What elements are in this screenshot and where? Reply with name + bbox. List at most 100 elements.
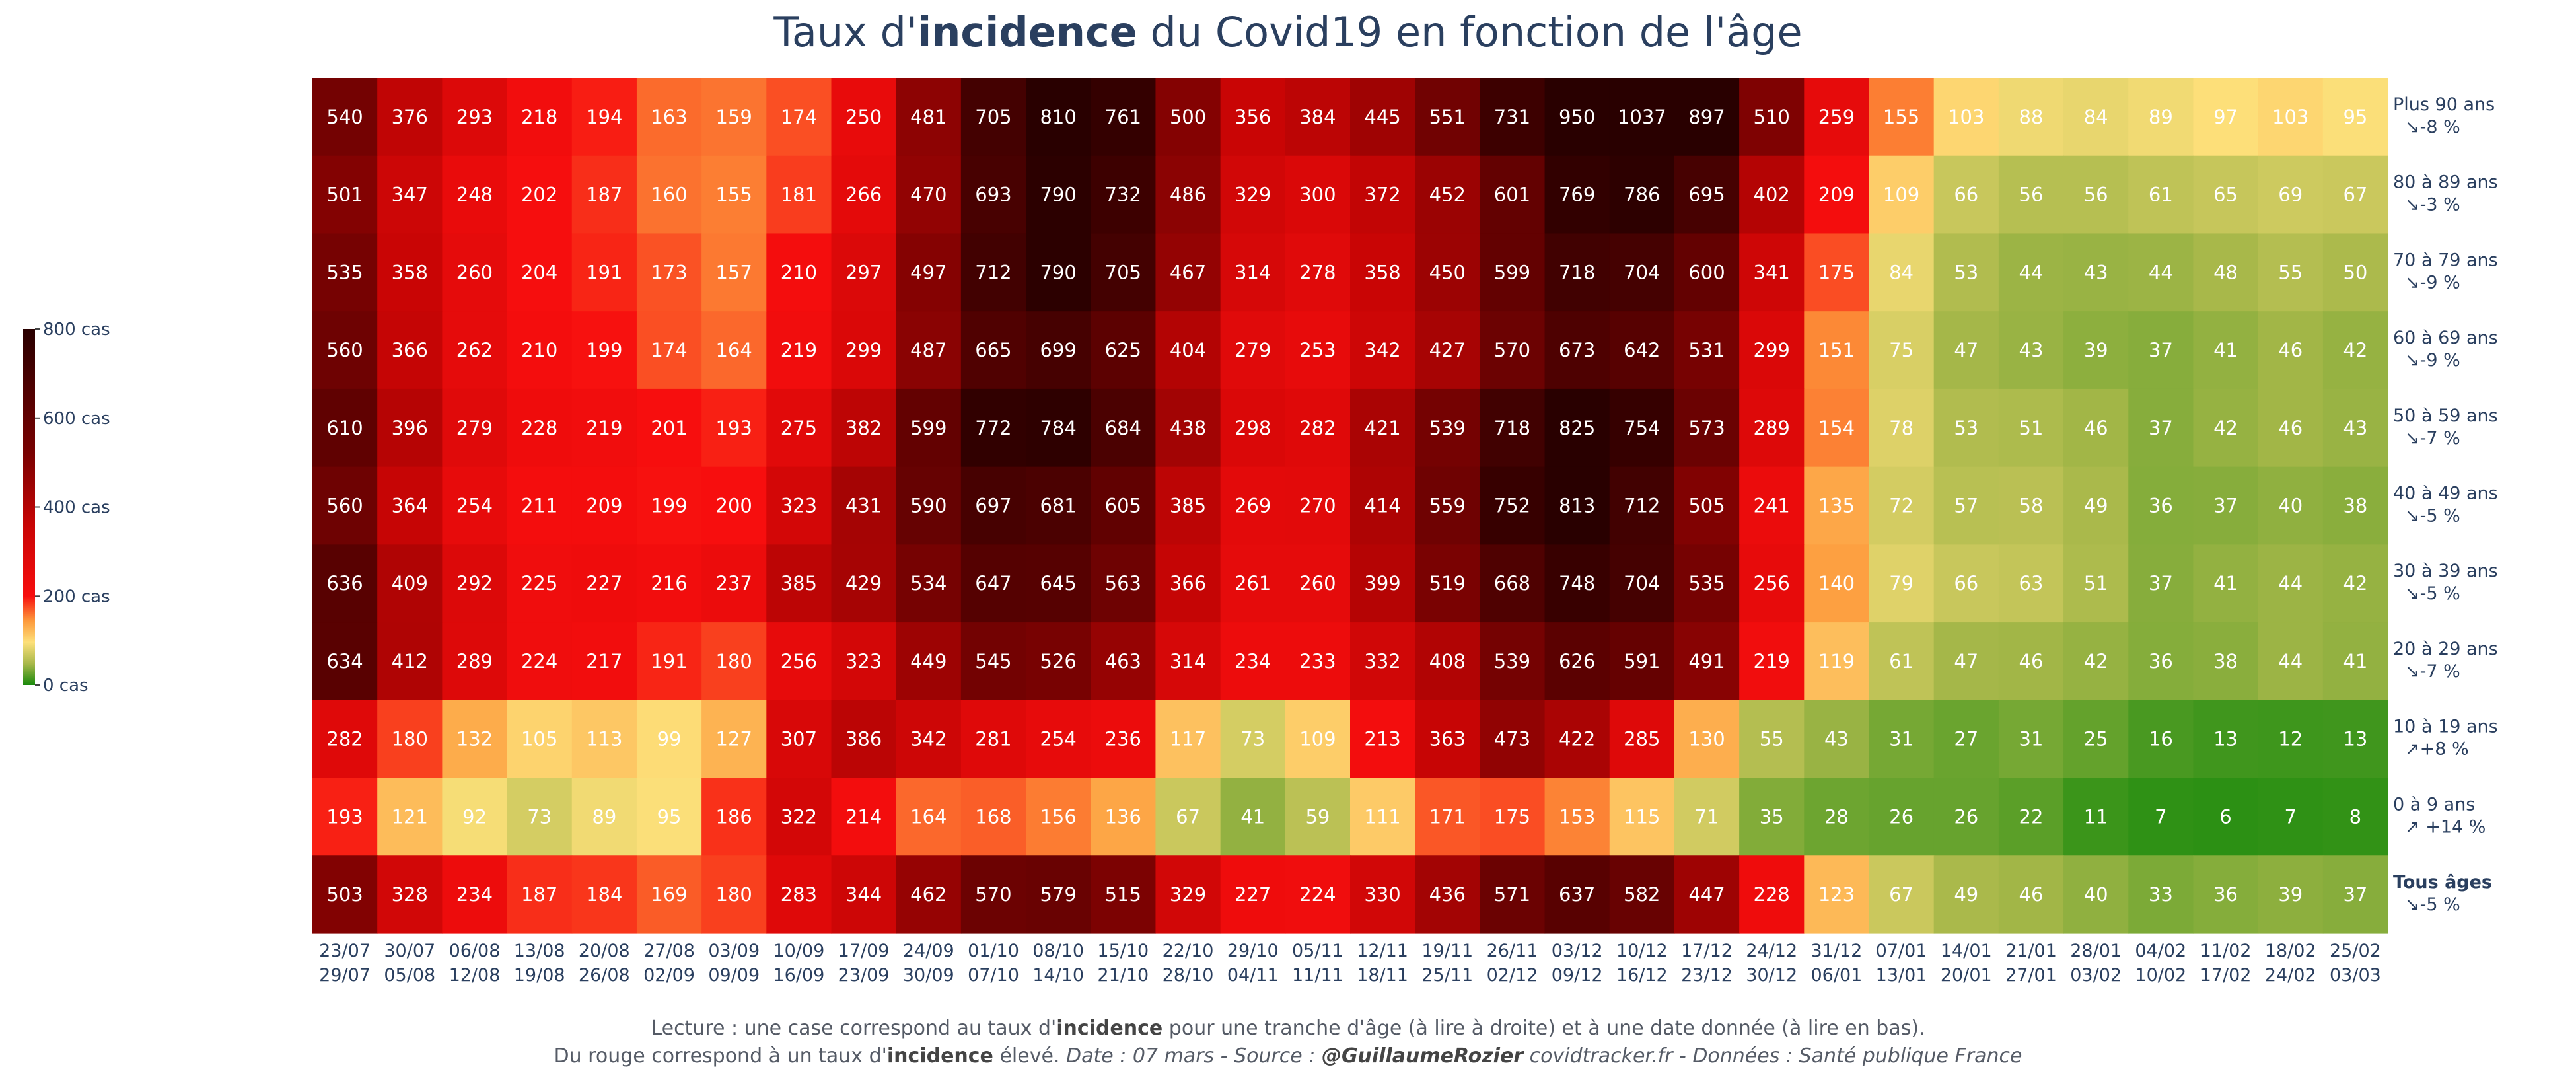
heatmap-cell — [1091, 388, 1157, 468]
cell-value-label: 92 — [462, 805, 487, 828]
heatmap-cell — [2063, 466, 2129, 545]
cell-value-label: 436 — [1429, 883, 1466, 906]
heatmap-cell — [1609, 155, 1675, 235]
heatmap-cell — [766, 466, 832, 545]
heatmap-cell — [1350, 155, 1415, 235]
cell-value-label: 156 — [1040, 805, 1076, 828]
cell-value-label: 599 — [1494, 261, 1530, 283]
title-post: du Covid19 en fonction de l'âge — [1137, 8, 1803, 56]
heatmap-cell — [442, 155, 508, 235]
heatmap-cell — [442, 855, 508, 934]
cell-value-label: 668 — [1494, 572, 1530, 595]
heatmap-cell — [2258, 78, 2324, 157]
cell-value-label: 224 — [521, 650, 557, 672]
y-row-trend: ↘-5 % — [2405, 506, 2460, 527]
heatmap-cell — [701, 233, 767, 312]
cell-value-label: 427 — [1429, 339, 1466, 361]
cell-value-label: 103 — [2272, 106, 2308, 128]
title-pre: Taux d' — [773, 8, 918, 56]
heatmap-cell — [701, 311, 767, 390]
cell-value-label: 187 — [586, 184, 622, 206]
y-row-label: 40 à 49 ans — [2393, 484, 2498, 504]
cell-value-label: 56 — [2084, 184, 2108, 206]
heatmap-cell — [1091, 78, 1157, 157]
heatmap-cell — [2128, 233, 2194, 312]
cell-value-label: 97 — [2213, 106, 2238, 128]
cell-value-label: 790 — [1040, 184, 1076, 206]
cell-value-label: 228 — [1754, 883, 1790, 906]
heatmap-cell — [2193, 544, 2259, 623]
cell-value-label: 307 — [781, 728, 817, 750]
cell-value-label: 72 — [1889, 495, 1914, 517]
cell-value-label: 754 — [1624, 417, 1660, 439]
cell-value-label: 300 — [1299, 184, 1336, 206]
heatmap-cell — [571, 388, 637, 468]
cell-value-label: 175 — [1494, 805, 1530, 828]
cell-value-label: 88 — [2019, 106, 2044, 128]
heatmap-cell — [442, 544, 508, 623]
cell-value-label: 37 — [2149, 339, 2173, 361]
heatmap-cell — [1869, 155, 1935, 235]
heatmap-cell — [1739, 78, 1805, 157]
heatmap-cell — [1674, 78, 1740, 157]
cell-value-label: 186 — [716, 805, 752, 828]
cell-value-label: 712 — [975, 261, 1011, 283]
cell-value-label: 228 — [521, 417, 557, 439]
cell-value-label: 445 — [1364, 106, 1400, 128]
heatmap-cell — [2193, 700, 2259, 779]
cell-value-label: 42 — [2343, 572, 2367, 595]
y-row-label: 70 à 79 ans — [2393, 250, 2498, 270]
heatmap-cell — [377, 388, 443, 468]
heatmap-cell — [1026, 466, 1091, 545]
cell-value-label: 234 — [456, 883, 493, 906]
heatmap-cell — [507, 155, 573, 235]
cell-value-label: 408 — [1429, 650, 1466, 672]
heatmap-cell — [1285, 700, 1351, 779]
heatmap-cell — [2258, 855, 2324, 934]
cell-value-label: 256 — [1754, 572, 1790, 595]
cell-value-label: 748 — [1559, 572, 1595, 595]
cell-value-label: 539 — [1429, 417, 1466, 439]
cell-value-label: 53 — [1954, 261, 1978, 283]
cell-value-label: 289 — [1754, 417, 1790, 439]
heatmap-cell — [1804, 778, 1870, 856]
cell-value-label: 503 — [326, 883, 363, 906]
heatmap-cell — [1415, 233, 1480, 312]
cell-value-label: 560 — [326, 495, 363, 517]
cell-value-label: 41 — [2343, 650, 2367, 672]
heatmap-cell-labels: 540 376 293 218 194 163 159 174 250 481 705 810 761 5… — [326, 106, 2367, 906]
cell-value-label: 452 — [1429, 184, 1466, 206]
x-tick-label: 24/09 30/09 — [903, 941, 954, 986]
heatmap-cell — [571, 700, 637, 779]
cell-value-label: 449 — [910, 650, 947, 672]
heatmap-cell — [831, 778, 897, 856]
x-tick-label: 10/09 16/09 — [773, 941, 825, 986]
heatmap-cell — [636, 778, 702, 856]
cell-value-label: 213 — [1364, 728, 1400, 750]
cell-value-label: 266 — [845, 184, 882, 206]
heatmap-cell — [1415, 544, 1480, 623]
cell-value-label: 786 — [1624, 184, 1660, 206]
heatmap-cell — [1350, 778, 1415, 856]
cell-value-label: 209 — [586, 495, 622, 517]
heatmap-cell — [766, 622, 832, 701]
cell-value-label: 227 — [586, 572, 622, 595]
heatmap-cell — [2193, 466, 2259, 545]
cell-value-label: 241 — [1754, 495, 1790, 517]
cell-value-label: 174 — [781, 106, 817, 128]
cell-value-label: 297 — [845, 261, 882, 283]
cell-value-label: 463 — [1105, 650, 1141, 672]
heatmap-cell — [1674, 388, 1740, 468]
heatmap-cell — [1869, 78, 1935, 157]
cell-value-label: 236 — [1105, 728, 1141, 750]
heatmap-cell — [1998, 466, 2064, 545]
cell-value-label: 49 — [1954, 883, 1978, 906]
heatmap-cell — [312, 544, 378, 623]
cell-value-label: 704 — [1624, 572, 1660, 595]
heatmap-cell — [1804, 78, 1870, 157]
cell-value-label: 194 — [586, 106, 622, 128]
cell-value-label: 275 — [781, 417, 817, 439]
cell-value-label: 57 — [1954, 495, 1978, 517]
heatmap-cell — [571, 622, 637, 701]
